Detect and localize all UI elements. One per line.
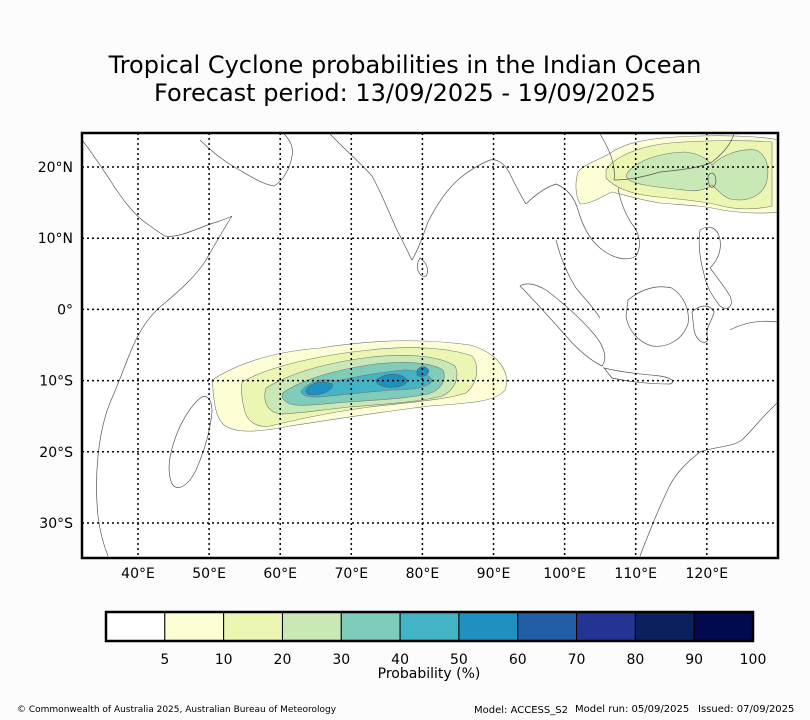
colorbar-swatch xyxy=(105,611,166,642)
longitude-tick-label: 100°E xyxy=(543,566,586,582)
copyright-text: © Commonwealth of Australia 2025, Austra… xyxy=(17,705,337,715)
graticule xyxy=(82,133,778,558)
colorbar-tick-label: 30 xyxy=(332,652,350,668)
probability-contours xyxy=(211,135,778,432)
colorbar-frame xyxy=(104,610,755,643)
title-line-2: Forecast period: 13/09/2025 - 19/09/2025 xyxy=(154,79,656,107)
prob-area-50-south-b xyxy=(375,373,407,388)
colorbar-tick-label: 100 xyxy=(740,652,767,668)
longitude-tick-label: 110°E xyxy=(614,566,657,582)
colorbar-tick-label: 70 xyxy=(568,652,586,668)
coast-philippines xyxy=(698,226,732,309)
colorbar-swatch xyxy=(634,611,695,642)
longitude-tick-label: 40°E xyxy=(121,566,155,582)
coast-sumatra xyxy=(519,283,606,367)
coast-borneo xyxy=(625,286,689,347)
latitude-tick-label: 10°N xyxy=(38,231,73,247)
colorbar-tick-label: 50 xyxy=(450,652,468,668)
colorbar-swatch xyxy=(223,611,283,642)
colorbar-swatch xyxy=(399,611,460,642)
latitude-tick-label: 30°S xyxy=(39,516,73,532)
coast-arabia-africa xyxy=(82,139,233,557)
colorbar-tick-label: 90 xyxy=(685,652,703,668)
title-line-1: Tropical Cyclone probabilities in the In… xyxy=(108,51,702,79)
issued-text: Issued: 07/09/2025 xyxy=(698,704,795,715)
colorbar-swatch xyxy=(340,611,401,642)
colorbar-tick-label: 80 xyxy=(626,652,644,668)
longitude-tick-label: 50°E xyxy=(192,566,226,582)
coast-madagascar xyxy=(168,396,213,488)
coast-australia xyxy=(639,401,778,557)
colorbar-tick-label: 60 xyxy=(509,652,527,668)
map-frame xyxy=(80,131,780,560)
colorbar-swatch xyxy=(693,611,754,642)
colorbar-swatch xyxy=(458,611,519,642)
colorbar-tick-label: 10 xyxy=(215,652,233,668)
longitude-tick-label: 60°E xyxy=(263,566,297,582)
coast-indochina xyxy=(525,183,640,260)
coastlines xyxy=(82,133,778,557)
colorbar-swatch xyxy=(576,611,636,642)
colorbar-label: Probability (%) xyxy=(378,666,481,682)
longitude-tick-label: 80°E xyxy=(406,566,440,582)
colorbar-tick-label: 40 xyxy=(391,652,409,668)
coast-sulawesi xyxy=(691,305,715,343)
longitude-labels: 40°E 50°E 60°E 70°E 80°E 90°E 100°E 110°E 120°E xyxy=(121,566,728,582)
colorbar-swatch xyxy=(517,611,578,642)
latitude-tick-label: 20°N xyxy=(38,160,73,176)
coast-arabian-peninsula xyxy=(199,133,293,187)
prob-area-50-south-c xyxy=(416,366,430,377)
longitude-tick-label: 70°E xyxy=(334,566,368,582)
colorbar: 5 10 20 30 40 50 60 70 80 90 100 xyxy=(104,610,767,668)
longitude-tick-label: 120°E xyxy=(686,566,729,582)
latitude-tick-label: 10°S xyxy=(39,374,73,390)
prob-area-20-north xyxy=(626,149,769,201)
prob-area-50-south xyxy=(305,382,333,396)
latitude-labels: 20°N 10°N 0° 10°S 20°S 30°S xyxy=(38,160,73,532)
coast-new-guinea xyxy=(729,320,778,331)
coast-india xyxy=(329,133,527,261)
latitude-tick-label: 0° xyxy=(57,302,73,318)
latitude-tick-label: 20°S xyxy=(39,445,73,461)
colorbar-tick-label: 20 xyxy=(274,652,292,668)
coast-taiwan xyxy=(707,172,717,188)
coast-sri-lanka xyxy=(417,257,428,277)
longitude-tick-label: 90°E xyxy=(477,566,511,582)
model-run-text: Model run: 05/09/2025 xyxy=(575,704,690,715)
model-text: Model: ACCESS_S2 xyxy=(474,705,568,716)
colorbar-swatch xyxy=(164,611,225,642)
coast-malay-peninsula xyxy=(555,239,601,319)
colorbar-tick-label: 5 xyxy=(160,652,169,668)
colorbar-swatch xyxy=(281,611,342,642)
